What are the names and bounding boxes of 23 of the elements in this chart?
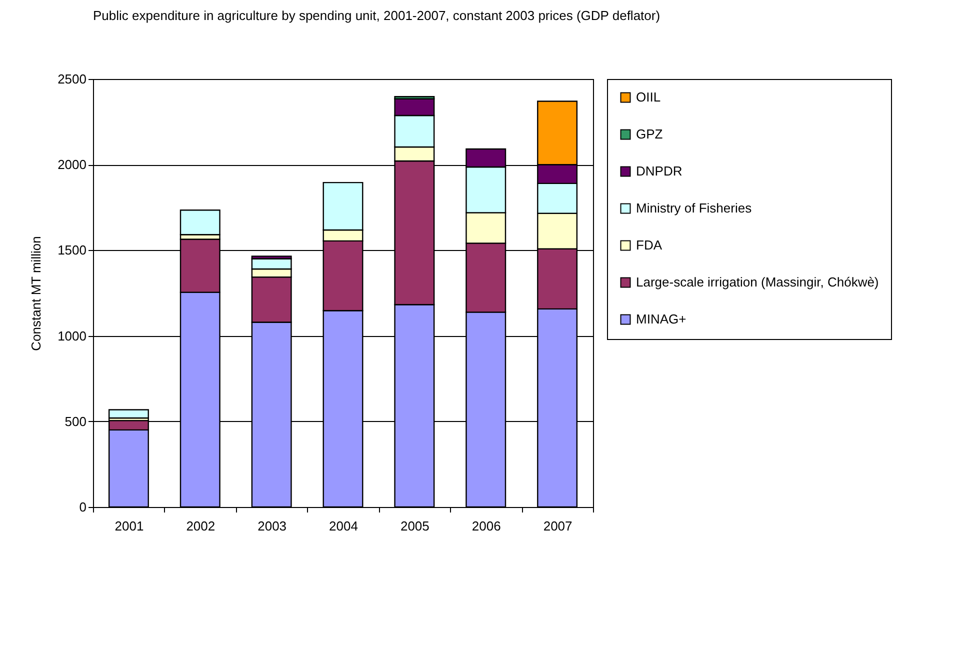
y-tick-label: 1000 xyxy=(58,328,86,344)
y-axis-title: Constant MT million xyxy=(28,236,44,351)
y-tick-label: 1500 xyxy=(58,242,86,258)
legend-label: OIIL xyxy=(636,90,661,104)
x-tick-label: 2005 xyxy=(400,518,430,534)
legend-label: DNPDR xyxy=(636,164,682,178)
y-tick-label: 2500 xyxy=(58,72,86,86)
x-tick-label: 2004 xyxy=(329,518,358,534)
x-tick-label: 2002 xyxy=(186,518,216,534)
y-tick-label: 500 xyxy=(64,414,86,429)
y-tick-label: 0 xyxy=(79,500,86,514)
legend-label: Large-scale irrigation (Massingir, Chókwè) xyxy=(636,274,879,290)
y-tick-label: 2000 xyxy=(58,157,86,172)
x-tick-label: 2006 xyxy=(472,518,501,534)
x-tick-label: 2007 xyxy=(543,518,572,534)
legend-label: Ministry of Fisheries xyxy=(636,200,752,216)
x-tick-label: 2001 xyxy=(114,518,144,534)
legend-label: GPZ xyxy=(636,126,663,142)
chart-title: Public expenditure in agriculture by spending unit, 2001-2007, constant 2003 prices (GDP deflator) xyxy=(93,8,660,23)
bar xyxy=(108,409,149,419)
legend-label: MINAG+ xyxy=(636,312,686,326)
x-tick-label: 2003 xyxy=(258,518,287,534)
legend-label: FDA xyxy=(636,238,662,252)
